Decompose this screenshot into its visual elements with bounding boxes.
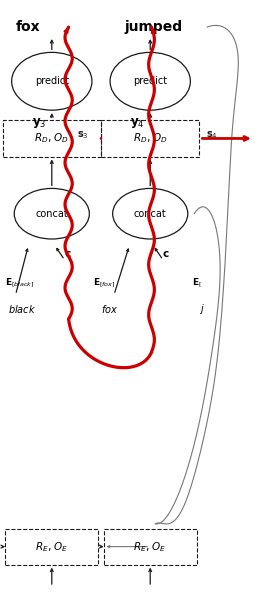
Text: $black$: $black$ — [8, 303, 36, 315]
Text: $\mathbf{c}$: $\mathbf{c}$ — [162, 249, 169, 259]
Text: $\it{R}_E\rm{,}\ \it{O}_E$: $\it{R}_E\rm{,}\ \it{O}_E$ — [133, 540, 167, 553]
Text: $\mathbf{E}_{[fox]}$: $\mathbf{E}_{[fox]}$ — [93, 276, 116, 290]
Bar — [104, 529, 197, 565]
Text: concat: concat — [35, 209, 68, 219]
Ellipse shape — [14, 188, 89, 239]
Text: $\mathbf{c}$: $\mathbf{c}$ — [64, 249, 71, 259]
Text: $\mathbf{E}_{[black]}$: $\mathbf{E}_{[black]}$ — [5, 276, 35, 290]
Text: $j$: $j$ — [199, 302, 205, 316]
Text: $fox$: $fox$ — [101, 303, 118, 315]
Text: $\mathbf{y}_3$: $\mathbf{y}_3$ — [32, 116, 46, 131]
Bar — [101, 120, 199, 157]
Text: $\mathbf{E}_{[}$: $\mathbf{E}_{[}$ — [192, 276, 202, 290]
Text: jumped: jumped — [124, 20, 182, 34]
Text: $\it{R}_D\rm{,}\ \it{O}_D$: $\it{R}_D\rm{,}\ \it{O}_D$ — [133, 132, 168, 145]
Text: $\mathbf{s}_4$: $\mathbf{s}_4$ — [206, 129, 218, 141]
Bar — [5, 529, 98, 565]
Bar — [3, 120, 101, 157]
Text: $\it{R}_D\rm{,}\ \it{O}_D$: $\it{R}_D\rm{,}\ \it{O}_D$ — [34, 132, 69, 145]
Text: predict: predict — [133, 76, 167, 86]
Text: $\mathbf{y}_4$: $\mathbf{y}_4$ — [130, 116, 145, 131]
Text: $\it{R}_E\rm{,}\ \it{O}_E$: $\it{R}_E\rm{,}\ \it{O}_E$ — [35, 540, 69, 553]
Text: concat: concat — [134, 209, 167, 219]
Text: fox: fox — [16, 20, 40, 34]
Ellipse shape — [12, 52, 92, 110]
Text: $\mathbf{s}_3$: $\mathbf{s}_3$ — [77, 129, 89, 141]
Ellipse shape — [113, 188, 188, 239]
Text: predict: predict — [35, 76, 69, 86]
Ellipse shape — [110, 52, 190, 110]
